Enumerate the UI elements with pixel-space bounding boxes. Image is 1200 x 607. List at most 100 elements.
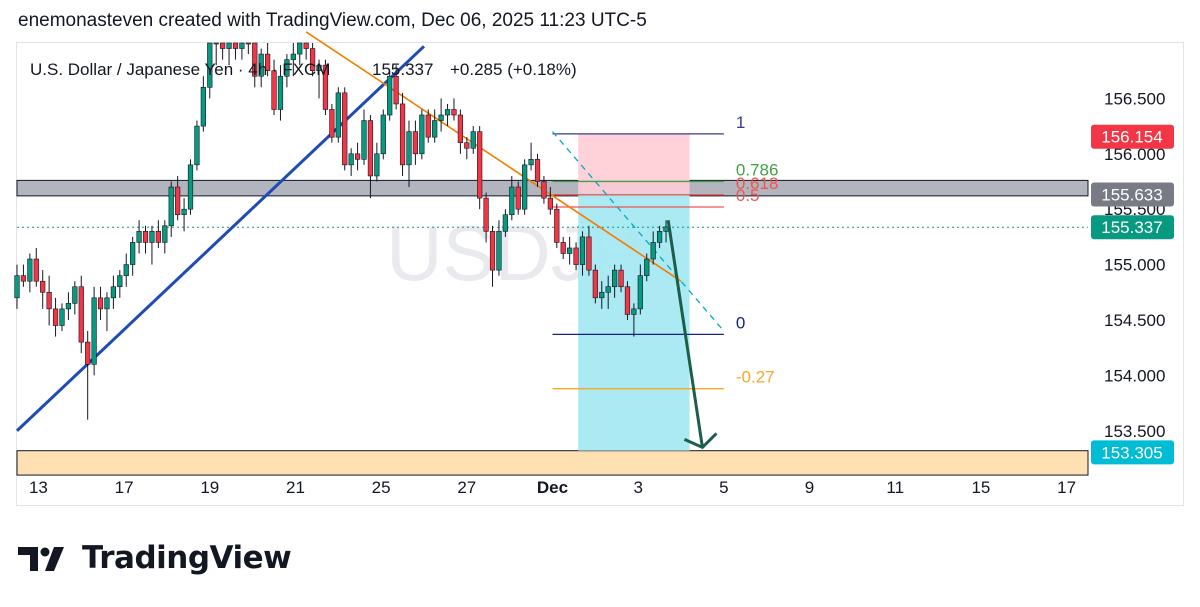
candle-body — [316, 64, 322, 71]
candle — [624, 281, 631, 320]
candle — [534, 153, 541, 188]
candle-body — [213, 42, 219, 45]
candle — [78, 275, 84, 354]
stop-loss-box — [578, 133, 690, 194]
candle — [496, 220, 502, 276]
candle — [40, 270, 46, 309]
candle — [130, 236, 136, 276]
candle-body — [297, 42, 303, 55]
candle — [457, 109, 464, 154]
candle-body — [380, 114, 386, 155]
projection-arrow — [666, 220, 718, 450]
candle-body — [40, 280, 46, 293]
candle — [162, 220, 168, 254]
candle-body — [579, 236, 586, 265]
candle-body — [33, 258, 39, 282]
candle-body — [618, 269, 624, 288]
candle — [252, 42, 258, 88]
candle — [470, 126, 476, 154]
candle — [290, 43, 296, 77]
candle — [181, 198, 187, 232]
candle — [207, 42, 213, 99]
candle-body — [239, 42, 245, 49]
fib-label: -0.27 — [736, 368, 775, 387]
fib-label: 0 — [736, 313, 745, 332]
candle-body — [624, 286, 631, 315]
x-tick-label: 21 — [286, 478, 305, 497]
candle — [393, 65, 399, 110]
candle — [509, 175, 515, 221]
candle-body — [136, 231, 142, 243]
candle — [554, 203, 560, 248]
candle-body — [52, 308, 59, 326]
candle-body — [149, 231, 155, 243]
candle-body — [309, 48, 316, 71]
y-tick-label: 154.500 — [1104, 311, 1165, 330]
candle-body — [354, 153, 361, 160]
candle — [142, 225, 149, 254]
candle — [309, 43, 316, 77]
candle-body — [78, 286, 84, 343]
tradingview-logo: TradingView — [18, 540, 292, 576]
candle — [110, 275, 117, 309]
candle — [277, 65, 284, 121]
candle — [284, 54, 290, 88]
candle-body — [425, 114, 431, 138]
support-zone — [16, 450, 1089, 476]
candle-body — [181, 208, 187, 216]
candle-body — [348, 153, 354, 166]
candle — [399, 92, 406, 176]
candle — [329, 103, 335, 143]
candle — [483, 192, 489, 243]
y-tick-label: 155.000 — [1104, 256, 1165, 275]
candle — [258, 48, 264, 88]
candle-body — [656, 231, 663, 243]
candle — [541, 175, 547, 204]
candle-body — [586, 236, 592, 271]
x-tick-label: 15 — [971, 478, 990, 497]
candle-body — [541, 181, 547, 199]
candle-body — [110, 286, 117, 299]
ascending-trendline — [15, 45, 426, 432]
x-tick-label: 19 — [200, 478, 219, 497]
candle-body — [322, 64, 329, 110]
candle — [245, 42, 251, 55]
fib-label: 0.618 — [736, 174, 779, 193]
candle — [489, 225, 496, 287]
candle-body — [175, 186, 181, 216]
candle-body — [438, 114, 444, 121]
x-tick-label: 13 — [29, 478, 48, 497]
candle — [33, 247, 39, 287]
candle-body — [162, 225, 168, 243]
candle-body — [46, 291, 52, 310]
candle — [592, 264, 598, 304]
candle-body — [464, 142, 470, 149]
candle — [380, 109, 386, 160]
candle — [322, 59, 329, 116]
candle — [650, 231, 656, 265]
candle — [567, 236, 573, 265]
x-tick-label: 17 — [1057, 478, 1076, 497]
candle-body — [27, 258, 33, 282]
candle-body — [91, 297, 97, 365]
candle-body — [451, 109, 457, 116]
price-badge — [1091, 124, 1174, 149]
candle-body — [265, 53, 271, 71]
candle — [85, 331, 91, 420]
x-tick-label: 25 — [372, 478, 391, 497]
price-badges: 156.154 155.633 155.337 153.305 — [1091, 124, 1174, 465]
y-tick-label: 153.500 — [1104, 422, 1165, 441]
legend-change: +0.285 (+0.18%) — [450, 60, 577, 79]
price-badge-label: 155.633 — [1101, 185, 1162, 204]
candle-body — [470, 131, 476, 149]
price-badge — [1091, 440, 1174, 465]
candle — [605, 275, 611, 309]
candle — [200, 76, 206, 132]
candles — [14, 42, 669, 420]
candle — [155, 220, 161, 248]
candle — [438, 98, 444, 132]
candle — [599, 281, 605, 309]
candle-body — [59, 308, 65, 326]
candle-body — [489, 231, 496, 271]
